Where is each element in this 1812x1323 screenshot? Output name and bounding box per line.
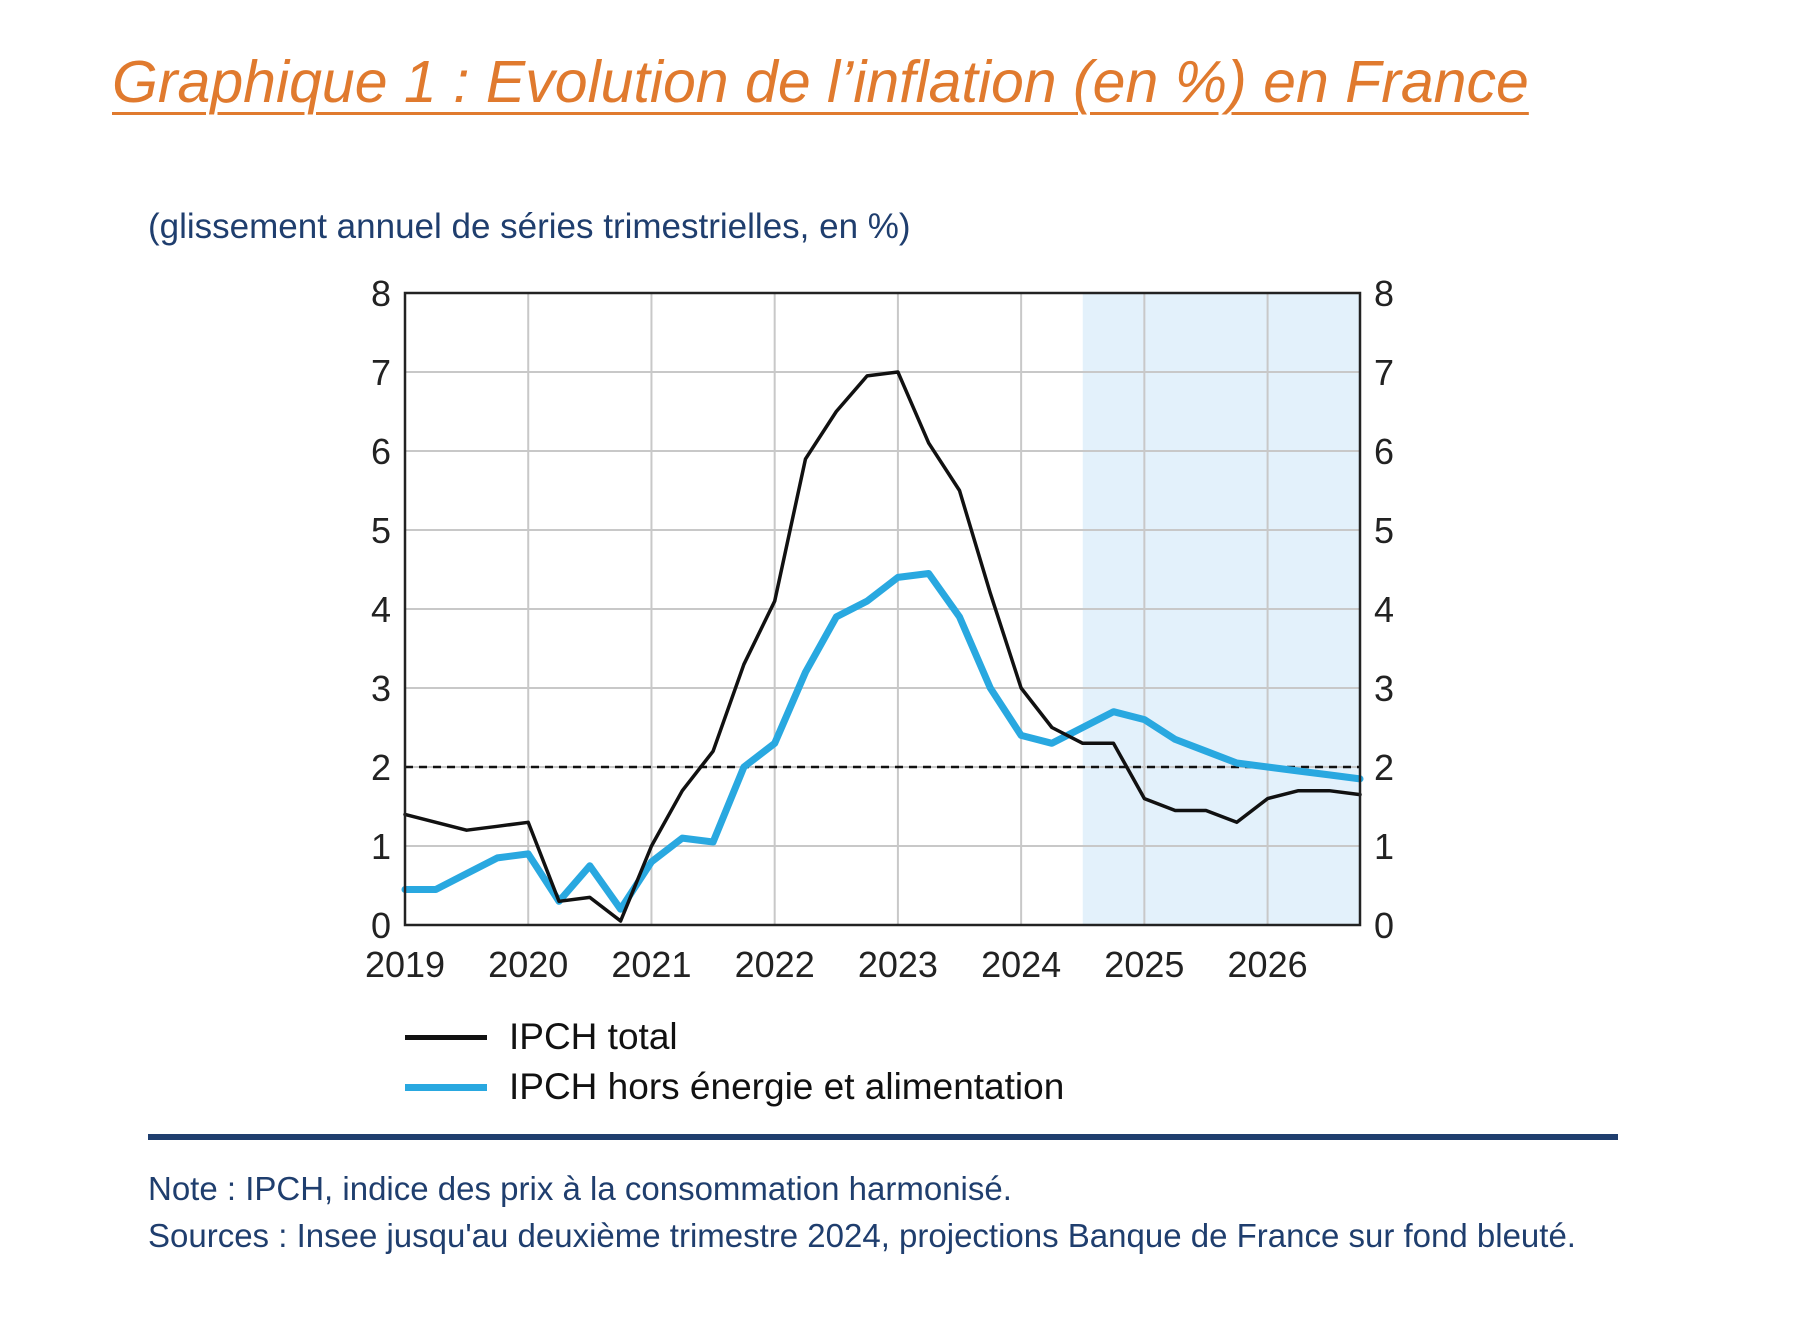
y-tick-label-left: 1 (371, 826, 391, 867)
x-tick-label: 2026 (1228, 944, 1308, 985)
y-tick-label-left: 8 (371, 273, 391, 314)
y-tick-label-left: 3 (371, 668, 391, 709)
y-axis-right: 0 1 2 3 4 5 6 7 8 (1374, 273, 1394, 946)
chart-title: Graphique 1 : Evolution de l’inflation (… (112, 49, 1529, 115)
x-tick-label: 2025 (1104, 944, 1184, 985)
x-tick-label: 2023 (858, 944, 938, 985)
y-tick-label-left: 2 (371, 747, 391, 788)
legend-label-core: IPCH hors énergie et alimentation (509, 1066, 1065, 1107)
chart-subtitle: (glissement annuel de séries trimestriel… (148, 207, 911, 246)
legend-item-total: IPCH total (405, 1012, 1064, 1062)
series-line-ipch-core (401, 570, 1364, 913)
y-tick-label-left: 4 (371, 589, 391, 630)
x-tick-label: 2024 (981, 944, 1061, 985)
x-axis: 2019 2020 2021 2022 2023 2024 2025 2026 (365, 944, 1308, 985)
legend-swatch-total (405, 1034, 487, 1040)
footnote: Note : IPCH, indice des prix à la consom… (148, 1165, 1668, 1259)
y-tick-label-right: 8 (1374, 273, 1394, 314)
series-lines (401, 370, 1364, 923)
legend-label-total: IPCH total (509, 1016, 678, 1057)
y-tick-label-right: 2 (1374, 747, 1394, 788)
y-tick-label-right: 7 (1374, 352, 1394, 393)
x-tick-label: 2020 (488, 944, 568, 985)
y-tick-label-right: 4 (1374, 589, 1394, 630)
y-tick-label-left: 7 (371, 352, 391, 393)
legend: IPCH total IPCH hors énergie et alimenta… (405, 1012, 1064, 1112)
y-tick-label-right: 3 (1374, 668, 1394, 709)
divider (148, 1134, 1618, 1140)
legend-swatch-core (405, 1083, 487, 1091)
y-tick-label-right: 1 (1374, 826, 1394, 867)
x-tick-label: 2019 (365, 944, 445, 985)
y-axis-left: 0 1 2 3 4 5 6 7 8 (371, 273, 391, 946)
series-line-ipch-total (403, 370, 1362, 923)
y-tick-label-left: 5 (371, 510, 391, 551)
y-tick-label-right: 5 (1374, 510, 1394, 551)
y-tick-label-left: 6 (371, 431, 391, 472)
y-tick-label-left: 0 (371, 905, 391, 946)
x-tick-label: 2022 (735, 944, 815, 985)
note-text: Note : IPCH, indice des prix à la consom… (148, 1170, 1012, 1207)
y-tick-label-right: 0 (1374, 905, 1394, 946)
x-tick-label: 2021 (611, 944, 691, 985)
y-tick-label-right: 6 (1374, 431, 1394, 472)
sources-text: Sources : Insee jusqu'au deuxième trimes… (148, 1217, 1576, 1254)
plot-frame (403, 291, 1362, 927)
legend-item-core: IPCH hors énergie et alimentation (405, 1062, 1064, 1112)
